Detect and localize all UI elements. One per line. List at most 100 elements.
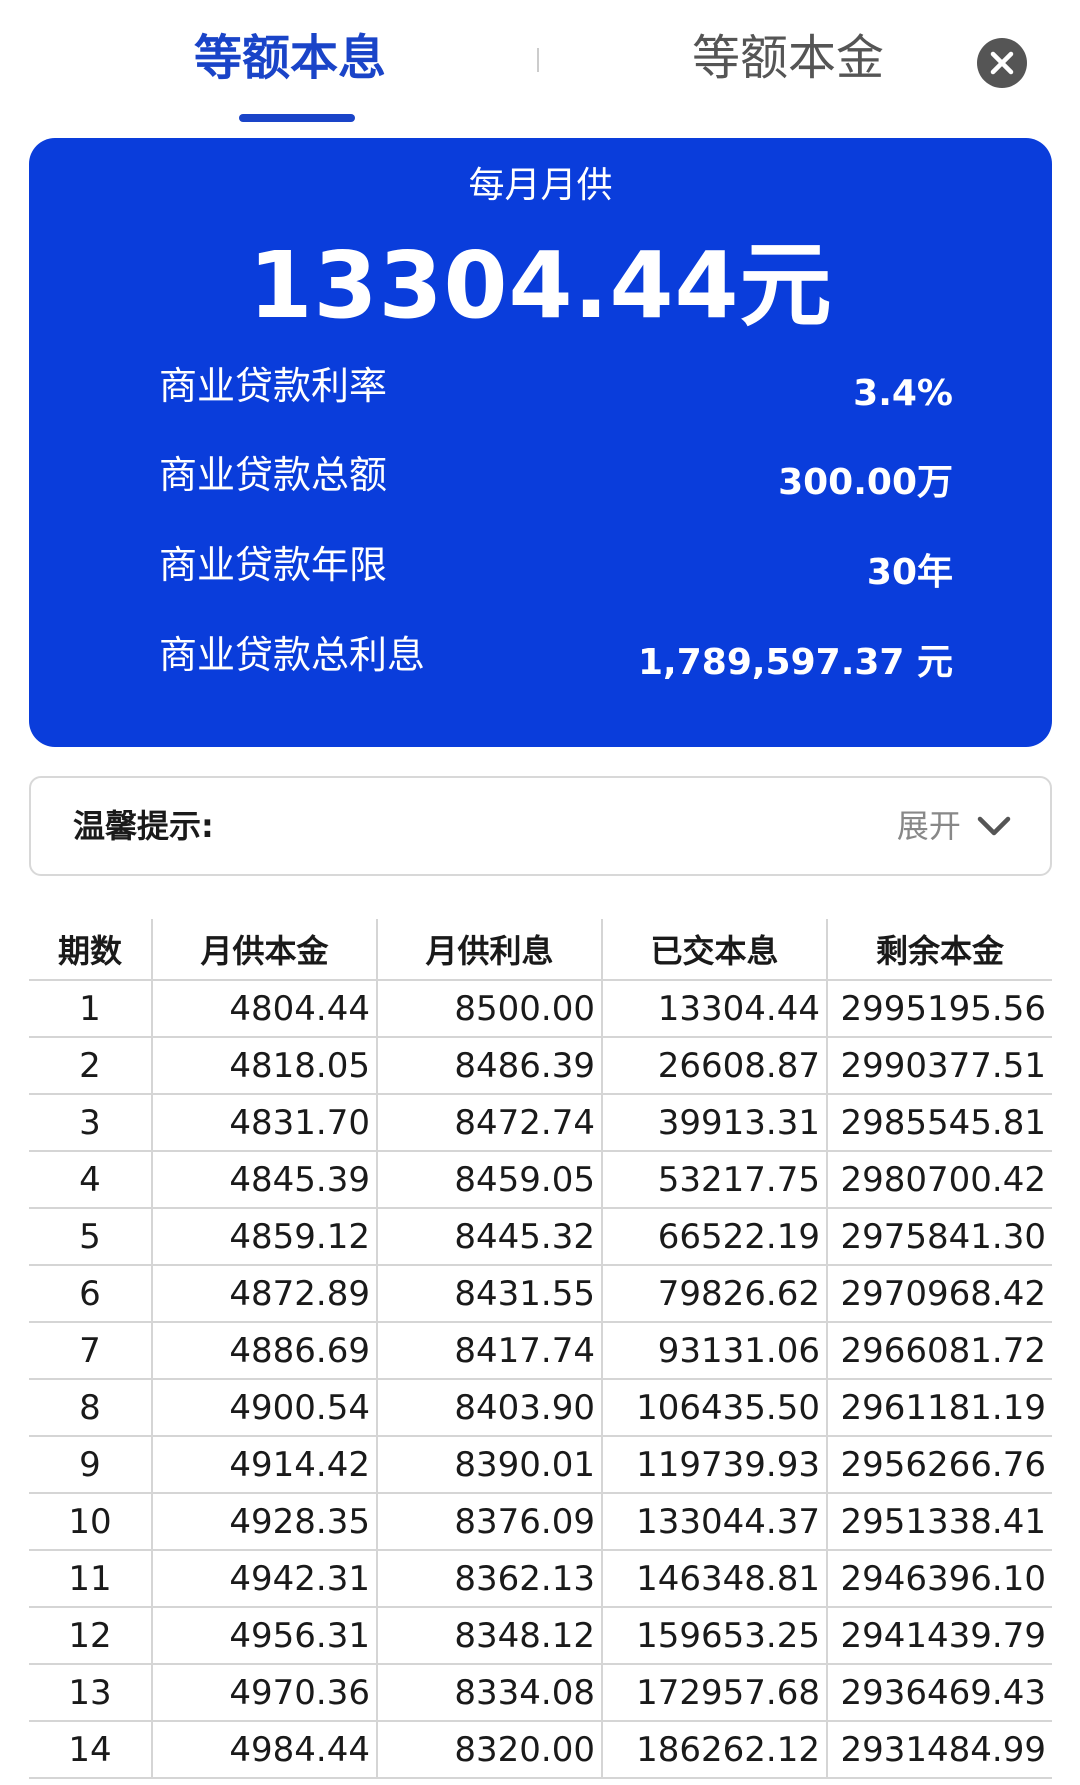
- close-button[interactable]: [977, 38, 1027, 88]
- table-cell-paid-total: 119739.93: [602, 1436, 828, 1494]
- table-cell-period: 12: [29, 1607, 153, 1665]
- column-header-paid-total: 已交本息: [602, 919, 828, 981]
- total-interest-value: 1,789,597.37 元: [638, 642, 953, 683]
- table-cell-remaining-principal: 2975841.30: [827, 1208, 1052, 1266]
- table-cell-paid-total: 159653.25: [602, 1607, 828, 1665]
- total-interest-label: 商业贷款总利息: [159, 633, 426, 677]
- table-cell-remaining-principal: 2941439.79: [827, 1607, 1052, 1665]
- table-row: 1 4804.44 8500.00 13304.44 2995195.56: [29, 980, 1052, 1038]
- table-cell-remaining-principal: 2980700.42: [827, 1151, 1052, 1209]
- loan-amount-value: 300.00万: [778, 462, 953, 503]
- tips-expand-button[interactable]: 展开: [897, 800, 1012, 852]
- table-cell-period: 13: [29, 1664, 153, 1722]
- table-cell-paid-total: 13304.44: [602, 980, 828, 1038]
- table-cell-interest: 8320.00: [377, 1721, 603, 1779]
- table-row: 12 4956.31 8348.12 159653.25 2941439.79: [29, 1607, 1052, 1665]
- table-row: 4 4845.39 8459.05 53217.75 2980700.42: [29, 1151, 1052, 1209]
- detail-row-total-interest: 商业贷款总利息 1,789,597.37 元: [159, 627, 953, 683]
- table-cell-period: 6: [29, 1265, 153, 1323]
- table-cell-remaining-principal: 2985545.81: [827, 1094, 1052, 1152]
- table-cell-paid-total: 186262.12: [602, 1721, 828, 1779]
- column-header-period: 期数: [29, 919, 153, 981]
- table-cell-period: 1: [29, 980, 153, 1038]
- table-cell-principal: 4818.05: [152, 1037, 378, 1095]
- table-cell-principal: 4886.69: [152, 1322, 378, 1380]
- detail-row-loan-term: 商业贷款年限 30年: [159, 537, 953, 593]
- table-cell-period: 9: [29, 1436, 153, 1494]
- table-cell-paid-total: 66522.19: [602, 1208, 828, 1266]
- table-row: 13 4970.36 8334.08 172957.68 2936469.43: [29, 1664, 1052, 1722]
- table-cell-paid-total: 172957.68: [602, 1664, 828, 1722]
- table-cell-remaining-principal: 2946396.10: [827, 1550, 1052, 1608]
- amortization-table: 期数 月供本金 月供利息 已交本息 剩余本金 1 4804.44 8500.00 13304.…: [29, 919, 1052, 1779]
- table-cell-remaining-principal: 2931484.99: [827, 1721, 1052, 1779]
- table-cell-interest: 8390.01: [377, 1436, 603, 1494]
- table-cell-paid-total: 93131.06: [602, 1322, 828, 1380]
- table-cell-remaining-principal: 2961181.19: [827, 1379, 1052, 1437]
- table-cell-remaining-principal: 2970968.42: [827, 1265, 1052, 1323]
- table-cell-principal: 4872.89: [152, 1265, 378, 1323]
- table-row: 2 4818.05 8486.39 26608.87 2990377.51: [29, 1037, 1052, 1095]
- table-cell-period: 7: [29, 1322, 153, 1380]
- table-cell-interest: 8417.74: [377, 1322, 603, 1380]
- monthly-payment-label: 每月月供: [468, 165, 613, 206]
- interest-rate-label: 商业贷款利率: [159, 364, 388, 408]
- tips-panel: 温馨提示: 展开: [29, 776, 1052, 876]
- table-cell-paid-total: 53217.75: [602, 1151, 828, 1209]
- table-cell-principal: 4900.54: [152, 1379, 378, 1437]
- chevron-down-icon: [977, 816, 1011, 836]
- table-cell-principal: 4956.31: [152, 1607, 378, 1665]
- loan-term-value: 30年: [866, 552, 953, 593]
- table-cell-principal: 4970.36: [152, 1664, 378, 1722]
- table-header-row: 期数 月供本金 月供利息 已交本息 剩余本金: [29, 919, 1052, 981]
- loan-amount-label: 商业贷款总额: [159, 453, 388, 497]
- tab-equal-principal-label: 等额本金: [692, 30, 885, 86]
- table-row: 14 4984.44 8320.00 186262.12 2931484.99: [29, 1721, 1052, 1779]
- table-cell-period: 14: [29, 1721, 153, 1779]
- tips-title: 温馨提示:: [73, 807, 214, 845]
- table-cell-principal: 4914.42: [152, 1436, 378, 1494]
- table-row: 3 4831.70 8472.74 39913.31 2985545.81: [29, 1094, 1052, 1152]
- table-row: 7 4886.69 8417.74 93131.06 2966081.72: [29, 1322, 1052, 1380]
- table-cell-remaining-principal: 2990377.51: [827, 1037, 1052, 1095]
- table-cell-interest: 8348.12: [377, 1607, 603, 1665]
- table-row: 11 4942.31 8362.13 146348.81 2946396.10: [29, 1550, 1052, 1608]
- tab-equal-installment[interactable]: 等额本息: [194, 28, 386, 88]
- table-cell-paid-total: 133044.37: [602, 1493, 828, 1551]
- table-cell-principal: 4831.70: [152, 1094, 378, 1152]
- detail-row-interest-rate: 商业贷款利率 3.4%: [159, 358, 953, 414]
- tab-equal-principal[interactable]: 等额本金: [692, 28, 884, 88]
- monthly-payment-amount: 13304.44元: [248, 232, 833, 339]
- loan-term-label: 商业贷款年限: [159, 543, 388, 587]
- table-cell-principal: 4859.12: [152, 1208, 378, 1266]
- table-cell-remaining-principal: 2936469.43: [827, 1664, 1052, 1722]
- table-cell-interest: 8362.13: [377, 1550, 603, 1608]
- table-cell-paid-total: 39913.31: [602, 1094, 828, 1152]
- table-row: 5 4859.12 8445.32 66522.19 2975841.30: [29, 1208, 1052, 1266]
- table-cell-interest: 8334.08: [377, 1664, 603, 1722]
- table-cell-interest: 8445.32: [377, 1208, 603, 1266]
- repayment-method-tabs: 等额本息 等额本金: [0, 0, 1080, 130]
- table-cell-period: 4: [29, 1151, 153, 1209]
- table-row: 9 4914.42 8390.01 119739.93 2956266.76: [29, 1436, 1052, 1494]
- column-header-interest: 月供利息: [377, 919, 603, 981]
- table-cell-interest: 8472.74: [377, 1094, 603, 1152]
- table-cell-principal: 4928.35: [152, 1493, 378, 1551]
- table-cell-remaining-principal: 2956266.76: [827, 1436, 1052, 1494]
- table-cell-interest: 8431.55: [377, 1265, 603, 1323]
- table-cell-remaining-principal: 2966081.72: [827, 1322, 1052, 1380]
- table-body: 1 4804.44 8500.00 13304.44 2995195.56 2 4818.0…: [29, 980, 1052, 1779]
- table-cell-period: 10: [29, 1493, 153, 1551]
- table-cell-remaining-principal: 2951338.41: [827, 1493, 1052, 1551]
- table-cell-period: 3: [29, 1094, 153, 1152]
- table-cell-principal: 4804.44: [152, 980, 378, 1038]
- column-header-principal: 月供本金: [152, 919, 378, 981]
- table-cell-principal: 4845.39: [152, 1151, 378, 1209]
- tab-divider: [537, 48, 539, 72]
- table-cell-interest: 8500.00: [377, 980, 603, 1038]
- table-cell-paid-total: 79826.62: [602, 1265, 828, 1323]
- table-cell-interest: 8486.39: [377, 1037, 603, 1095]
- table-cell-period: 8: [29, 1379, 153, 1437]
- column-header-remaining-principal: 剩余本金: [827, 919, 1052, 981]
- table-cell-period: 11: [29, 1550, 153, 1608]
